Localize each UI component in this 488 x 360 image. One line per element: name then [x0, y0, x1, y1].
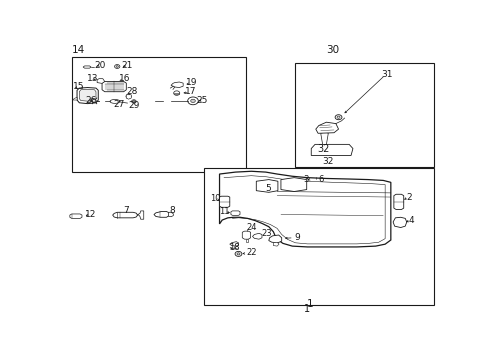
Circle shape [237, 253, 240, 255]
Text: 29: 29 [128, 101, 140, 110]
Polygon shape [268, 235, 281, 243]
Polygon shape [219, 171, 390, 247]
Circle shape [334, 115, 341, 120]
Text: 19: 19 [186, 78, 197, 87]
Circle shape [190, 99, 195, 103]
Text: 21: 21 [122, 61, 133, 70]
Polygon shape [311, 144, 352, 156]
Text: 15: 15 [72, 82, 84, 91]
Circle shape [187, 97, 198, 105]
Text: 1: 1 [306, 299, 313, 309]
Text: 7: 7 [123, 206, 129, 215]
Polygon shape [320, 132, 327, 144]
Polygon shape [102, 81, 126, 92]
Text: 8: 8 [169, 206, 175, 215]
Polygon shape [242, 231, 250, 239]
Polygon shape [97, 79, 104, 84]
Text: 1: 1 [303, 304, 309, 314]
Polygon shape [126, 95, 131, 99]
Text: 14: 14 [72, 45, 85, 55]
Text: 22: 22 [246, 248, 257, 257]
Text: 23: 23 [261, 229, 271, 238]
Text: 9: 9 [294, 233, 299, 242]
Text: 12: 12 [85, 210, 96, 219]
Polygon shape [256, 180, 277, 192]
Bar [294, 63, 433, 167]
Polygon shape [219, 196, 229, 207]
Text: 17: 17 [185, 87, 197, 96]
Circle shape [132, 100, 135, 102]
Polygon shape [83, 66, 91, 68]
Text: 18: 18 [228, 243, 239, 252]
Bar [72, 57, 245, 172]
Text: 10: 10 [210, 194, 221, 203]
Text: 25: 25 [196, 95, 207, 104]
Polygon shape [70, 214, 82, 219]
Text: 16: 16 [119, 74, 130, 83]
Polygon shape [229, 242, 238, 246]
Polygon shape [154, 211, 169, 217]
Text: 28: 28 [126, 87, 138, 96]
Circle shape [116, 66, 118, 67]
Circle shape [126, 94, 131, 98]
Polygon shape [79, 90, 96, 101]
Text: 2: 2 [405, 193, 411, 202]
Text: 11: 11 [219, 207, 229, 216]
Text: 3: 3 [303, 175, 308, 184]
Text: 5: 5 [265, 184, 271, 193]
Polygon shape [77, 87, 98, 104]
Polygon shape [392, 217, 406, 228]
Text: 32: 32 [322, 157, 333, 166]
Text: 13: 13 [86, 74, 98, 83]
Text: 30: 30 [326, 45, 339, 55]
Circle shape [235, 251, 242, 256]
Polygon shape [171, 82, 183, 87]
Text: 32: 32 [316, 144, 328, 154]
Bar [204, 168, 433, 305]
Circle shape [92, 99, 96, 102]
Text: 20: 20 [94, 61, 105, 70]
Text: 26: 26 [85, 96, 96, 105]
Polygon shape [273, 242, 279, 246]
Text: 24: 24 [245, 223, 256, 232]
Circle shape [131, 100, 136, 103]
Text: 27: 27 [113, 100, 124, 109]
Polygon shape [245, 239, 248, 242]
Circle shape [336, 116, 339, 118]
Circle shape [173, 91, 180, 95]
Polygon shape [230, 211, 240, 215]
Polygon shape [168, 212, 173, 217]
Text: 6: 6 [318, 175, 324, 184]
Polygon shape [174, 93, 179, 94]
Polygon shape [73, 97, 77, 100]
Text: 31: 31 [381, 70, 392, 79]
Circle shape [114, 64, 120, 68]
Polygon shape [112, 212, 138, 218]
Polygon shape [280, 177, 306, 192]
Polygon shape [393, 194, 403, 210]
Polygon shape [137, 211, 143, 219]
Polygon shape [315, 122, 338, 133]
Text: 4: 4 [407, 216, 413, 225]
Polygon shape [252, 233, 262, 239]
